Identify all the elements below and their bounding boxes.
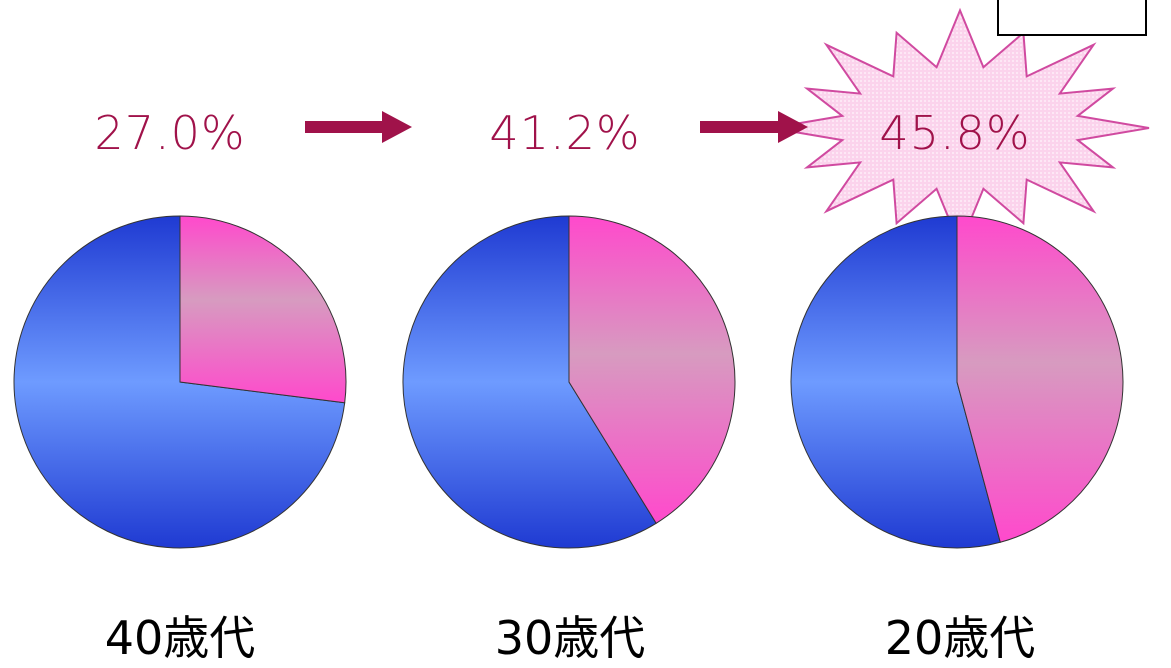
corner-box <box>997 0 1147 36</box>
pie-slice-highlight-30s <box>568 215 736 524</box>
category-label-30s: 30歳代 <box>494 611 646 665</box>
percentage-label-30s: 41.2% <box>489 106 641 160</box>
pie-slice-rest-40s <box>13 215 346 549</box>
percentage-label-40s: 27.0% <box>94 106 246 160</box>
pie-slice-highlight-20s <box>956 215 1124 543</box>
arrow-40s-to-30s <box>305 111 412 143</box>
percentage-label-20s: 45.8% <box>879 106 1031 160</box>
category-label-20s: 20歳代 <box>884 611 1036 665</box>
category-label-40s: 40歳代 <box>104 611 256 665</box>
pie-slice-rest-20s <box>790 215 1001 549</box>
arrow-30s-to-20s <box>700 111 808 143</box>
pie-slice-highlight-40s <box>179 215 347 404</box>
pie-slice-rest-30s <box>402 215 657 549</box>
pie-layer <box>13 215 1124 549</box>
arrow-layer <box>305 111 808 143</box>
